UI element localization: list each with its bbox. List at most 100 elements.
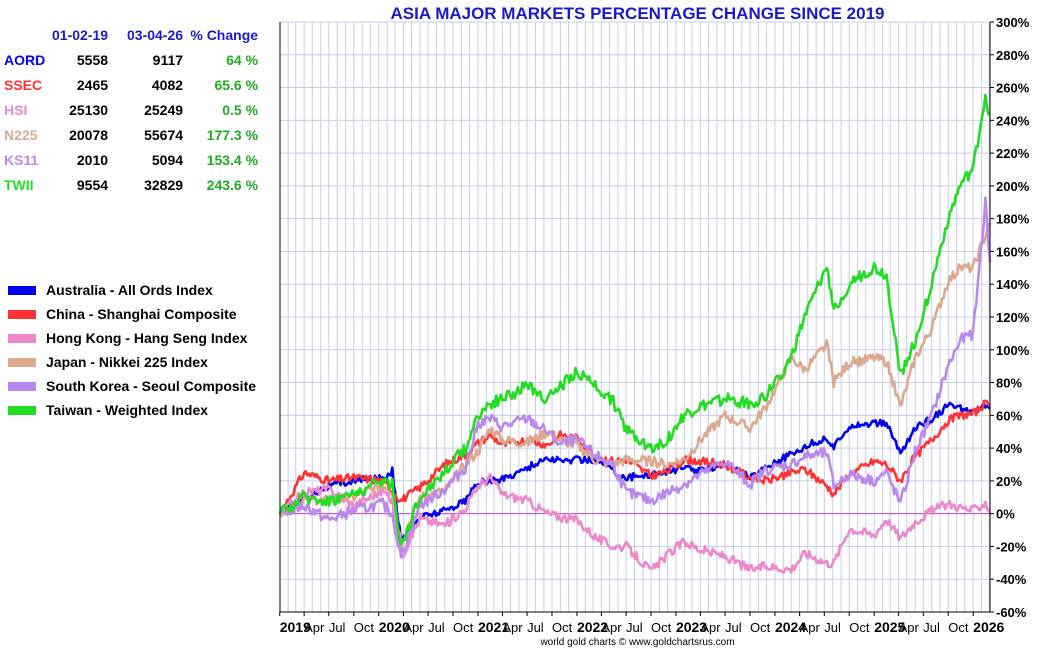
legend-label: South Korea - Seoul Composite (46, 378, 257, 394)
legend-item: Taiwan - Weighted Index (8, 398, 256, 422)
x-tick-label: 2022 (577, 619, 608, 635)
x-tick-label: Oct (849, 620, 870, 635)
y-tick-label: 260% (996, 81, 1030, 96)
x-tick-label: Apr (800, 620, 821, 635)
start-value: 25130 (69, 101, 109, 118)
end-value: 9117 (152, 51, 184, 68)
table-header (4, 22, 52, 47)
x-tick-label: Oct (750, 620, 771, 635)
percent-change: 177.3 % (206, 126, 259, 143)
legend-item: Australia - All Ords Index (8, 278, 256, 302)
legend-swatch (8, 309, 36, 319)
y-tick-label: 240% (996, 113, 1030, 128)
x-tick-label: Apr (899, 620, 920, 635)
start-value: 2010 (76, 151, 109, 168)
y-tick-label: 40% (996, 441, 1022, 456)
credit: world gold charts © www.goldchartsrus.co… (540, 637, 735, 648)
x-tick-label: 2023 (676, 619, 707, 635)
ticker-label: N225 (4, 126, 38, 143)
legend-swatch (8, 357, 36, 367)
x-tick-label: Jul (923, 620, 940, 635)
y-tick-label: 100% (996, 343, 1030, 358)
y-tick-label: 180% (996, 212, 1030, 227)
legend-swatch (8, 381, 36, 391)
x-tick-label: Oct (948, 620, 969, 635)
y-tick-label: -20% (996, 539, 1027, 554)
x-tick-label: 2021 (478, 619, 509, 635)
x-tick-label: Jul (329, 620, 346, 635)
x-tick-label: 2026 (973, 619, 1004, 635)
x-tick-label: Oct (552, 620, 573, 635)
legend-item: South Korea - Seoul Composite (8, 374, 256, 398)
table-row: SSEC 2465 4082 65.6 % (4, 72, 258, 97)
table-row: AORD 5558 9117 64 % (4, 47, 258, 72)
y-tick-label: 220% (996, 146, 1030, 161)
start-value: 20078 (69, 126, 109, 143)
x-tick-label: Jul (824, 620, 841, 635)
ticker-label: TWII (4, 176, 34, 193)
table-row: N225 20078 55674 177.3 % (4, 122, 258, 147)
x-tick-label: Jul (725, 620, 742, 635)
end-value: 5094 (151, 151, 184, 168)
y-tick-label: 280% (996, 48, 1030, 63)
legend-label: Hong Kong - Hang Seng Index (46, 330, 248, 346)
legend-swatch (8, 333, 36, 343)
chart-title: ASIA MAJOR MARKETS PERCENTAGE CHANGE SIN… (390, 4, 885, 23)
legend-item: Japan - Nikkei 225 Index (8, 350, 256, 374)
x-tick-label: 2024 (775, 619, 806, 635)
x-tick-label: Jul (527, 620, 544, 635)
start-value: 2465 (76, 76, 109, 93)
x-tick-label: 2019 (280, 619, 311, 635)
legend: Australia - All Ords Index China - Shangh… (8, 278, 256, 422)
y-tick-label: 20% (996, 474, 1022, 489)
start-value: 5558 (76, 51, 109, 68)
table-body: AORD 5558 9117 64 % SSEC 2465 4082 65.6 % HSI 251… (4, 47, 258, 197)
percent-change: 0.5 % (222, 101, 259, 118)
table-row: TWII 9554 32829 243.6 % (4, 172, 258, 197)
x-tick-label: Oct (651, 620, 672, 635)
table-header: 01-02-19 (52, 26, 109, 43)
x-tick-label: Apr (502, 620, 523, 635)
percent-change: 64 % (226, 51, 259, 68)
start-value: 9554 (76, 176, 109, 193)
table-header: 03-04-26 (127, 26, 184, 43)
table-header-row: 01-02-19 03-04-26 % Change (4, 22, 258, 47)
percent-change: 153.4 % (206, 151, 259, 168)
end-value: 4082 (151, 76, 184, 93)
x-tick-label: Apr (700, 620, 721, 635)
y-tick-label: -60% (996, 605, 1027, 620)
x-tick-label: Apr (601, 620, 622, 635)
series-line-twii (278, 93, 991, 546)
end-value: 32829 (144, 176, 184, 193)
x-tick-label: Jul (626, 620, 643, 635)
x-tick-label: 2025 (874, 619, 905, 635)
legend-item: China - Shanghai Composite (8, 302, 256, 326)
x-tick-label: 2020 (379, 619, 410, 635)
x-tick-label: Apr (403, 620, 424, 635)
y-tick-label: 80% (996, 376, 1022, 391)
legend-label: Taiwan - Weighted Index (46, 402, 209, 418)
percent-change: 243.6 % (206, 176, 259, 193)
x-tick-label: Oct (453, 620, 474, 635)
legend-label: China - Shanghai Composite (46, 306, 237, 322)
y-tick-label: 300% (996, 15, 1030, 30)
y-tick-label: 140% (996, 277, 1030, 292)
series-lines (278, 93, 992, 575)
ticker-label: AORD (4, 51, 46, 68)
axes: -60% -40% -20% 0% 20% 40% 60% 80% 100% 120% 140% 16… (279, 15, 1030, 635)
table-row: HSI 25130 25249 0.5 % (4, 97, 258, 122)
table-row: KS11 2010 5094 153.4 % (4, 147, 258, 172)
y-tick-label: -40% (996, 572, 1027, 587)
ticker-label: SSEC (4, 76, 43, 93)
legend-label: Australia - All Ords Index (46, 282, 213, 298)
end-value: 55674 (144, 126, 184, 143)
x-tick-label: Jul (428, 620, 445, 635)
x-tick-label: Oct (354, 620, 375, 635)
y-tick-label: 120% (996, 310, 1030, 325)
legend-swatch (8, 405, 36, 415)
performance-table: 01-02-19 03-04-26 % Change AORD 5558 9117 6… (4, 22, 258, 197)
y-tick-label: 200% (996, 179, 1030, 194)
end-value: 25249 (144, 101, 184, 118)
y-tick-label: 60% (996, 408, 1022, 423)
